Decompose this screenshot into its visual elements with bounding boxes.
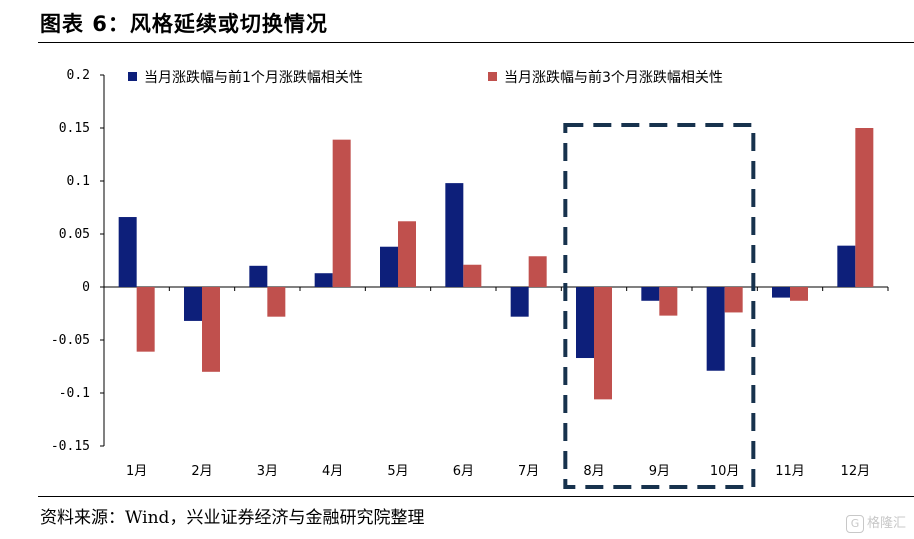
bar-series1	[641, 287, 660, 301]
bar-series2	[398, 221, 416, 287]
legend-swatch-series1	[128, 72, 137, 81]
title-rule	[38, 42, 914, 43]
bar-series2	[659, 287, 678, 316]
watermark-logo-icon: G	[845, 515, 864, 533]
x-tick-label: 4月	[322, 464, 343, 479]
x-tick-label: 8月	[583, 464, 604, 479]
bar-series1	[706, 287, 725, 371]
x-tick-label: 3月	[257, 464, 278, 479]
y-tick-label: 0.2	[67, 68, 90, 83]
y-tick-label: -0.15	[51, 439, 90, 454]
bar-series1	[380, 246, 398, 287]
bar-series1	[445, 183, 464, 287]
source-rule	[38, 496, 914, 497]
bar-series2	[594, 287, 612, 400]
bar-series1	[184, 287, 202, 321]
bar-series2	[528, 256, 547, 287]
highlight-box	[563, 123, 756, 489]
bar-series2	[136, 287, 155, 352]
source-note: 资料来源：Wind，兴业证券经济与金融研究院整理	[40, 508, 425, 528]
bar-series2	[724, 287, 743, 313]
x-tick-label: 5月	[387, 464, 408, 479]
bar-series2	[332, 139, 351, 287]
x-tick-label: 6月	[453, 464, 474, 479]
figure-title: 图表 6：风格延续或切换情况	[40, 12, 328, 36]
x-tick-label: 2月	[191, 464, 212, 479]
legend-label-series1: 当月涨跌幅与前1个月涨跌幅相关性	[144, 69, 363, 86]
legend-swatch-series2	[488, 72, 497, 81]
bar-series2	[463, 264, 482, 287]
bar-series1	[772, 287, 790, 298]
watermark-text: 格隆汇	[866, 516, 906, 531]
bar-chart: 0.2 0.15 0.1 0.05 0 -0.05 -0.1 -0.15 1月 2月 3月 4月 5月 6…	[51, 68, 889, 489]
y-tick-label: -0.05	[51, 333, 90, 348]
x-tick-label: 7月	[518, 464, 539, 479]
x-tick-label: 9月	[649, 464, 670, 479]
bar-series1	[249, 265, 268, 287]
bar-series1	[314, 273, 333, 287]
bar-series1	[118, 217, 137, 287]
bar-series1	[837, 245, 856, 287]
bar-series2	[790, 287, 808, 301]
y-tick-label: 0.05	[59, 227, 90, 242]
bar-series1	[576, 287, 594, 359]
y-tick-label: 0	[82, 280, 90, 295]
bar-series2	[855, 128, 874, 287]
y-tick-label: 0.15	[59, 121, 90, 136]
x-tick-label: 10月	[710, 464, 740, 479]
legend-label-series2: 当月涨跌幅与前3个月涨跌幅相关性	[504, 69, 723, 86]
x-tick-label: 12月	[841, 464, 871, 479]
y-tick-label: 0.1	[67, 174, 90, 189]
watermark: G 格隆汇	[845, 512, 906, 533]
bar-series2	[267, 287, 286, 317]
bar-series1	[510, 287, 529, 317]
bar-series2	[202, 287, 220, 372]
x-tick-label: 11月	[775, 464, 805, 479]
y-tick-label: -0.1	[59, 386, 90, 401]
x-tick-label: 1月	[126, 464, 147, 479]
